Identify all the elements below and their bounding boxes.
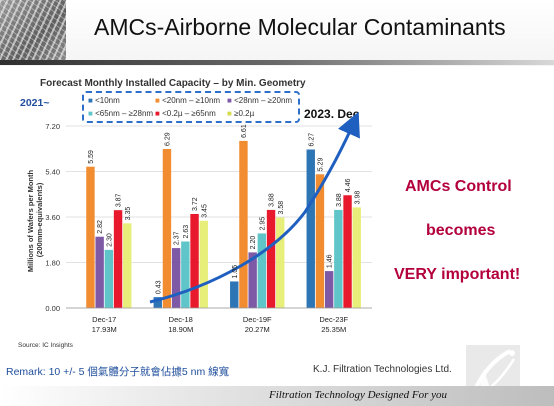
legend-highlight-box — [82, 91, 300, 123]
data-label: 1.46 — [327, 254, 334, 268]
bar — [86, 166, 95, 308]
bar — [181, 241, 190, 308]
data-label: 5.59 — [88, 150, 95, 164]
chart-title: Forecast Monthly Installed Capacity – by… — [40, 78, 306, 89]
chart-source: Source: IC Insights — [18, 342, 73, 349]
data-label: 2.63 — [183, 225, 190, 239]
y-tick-label: 1.80 — [45, 259, 60, 268]
data-label: 1.05 — [232, 265, 239, 279]
data-label: 4.46 — [345, 179, 352, 193]
bar — [257, 233, 267, 308]
x-tick-label: Dec-23F — [319, 315, 348, 324]
bar — [153, 297, 162, 308]
bar — [162, 149, 172, 308]
growth-trend-arrow — [149, 111, 360, 304]
y-tick-label: 7.20 — [45, 122, 60, 131]
data-label: 2.37 — [174, 231, 181, 245]
bar — [324, 271, 334, 308]
data-label: 6.29 — [164, 132, 171, 146]
header-photo — [0, 0, 66, 60]
data-label: 6.61 — [241, 124, 248, 138]
x-tick-total: 18.90M — [168, 325, 193, 334]
remark-note: Remark: 10 +/- 5 個氣體分子就會佔據5 nm 線寬 — [6, 366, 230, 378]
data-label: 2.20 — [250, 236, 257, 250]
side-text-line1: AMCs Control — [405, 178, 512, 195]
legend-item-28-20nm: ■ <28nm – ≥20nm — [227, 96, 293, 105]
footer-tagline: Filtration Technology Designed For you — [269, 389, 448, 401]
y-axis-label-line2: (200mm-equivalents) — [35, 182, 44, 257]
side-text-line2: becomes — [426, 222, 496, 239]
data-label: 2.82 — [97, 220, 104, 234]
callout-2021: 2021~ — [20, 97, 50, 109]
bar — [306, 149, 315, 308]
bar — [343, 195, 352, 308]
bar — [266, 209, 276, 308]
bar — [171, 248, 181, 308]
bar — [104, 249, 114, 308]
footer-bar — [0, 386, 554, 406]
data-label: 3.72 — [192, 197, 199, 211]
label-layer: 5.59 2.822.30 3.873.35 0.43 6.29 2.37 2.63 3.72… — [88, 124, 361, 294]
slide-title: AMCs-Airborne Molecular Contaminants — [94, 14, 506, 40]
data-label: 5.29 — [317, 158, 324, 172]
legend-item-20-10nm: ■ <20nm – ≥10nm — [155, 96, 221, 105]
legend-item-lt10nm: ■ <10nm — [88, 96, 120, 105]
bar — [230, 281, 239, 308]
y-tick-label: 5.40 — [45, 168, 60, 177]
slide-header: AMCs-Airborne Molecular Contaminants — [0, 0, 554, 66]
header-divider — [0, 60, 554, 65]
legend-item-02u-65nm: ■ <0.2µ – ≥65nm — [155, 109, 216, 118]
x-tick-label: Dec-17 — [92, 315, 116, 324]
data-label: 3.88 — [336, 193, 343, 207]
data-label: 0.43 — [155, 280, 162, 294]
bar — [95, 236, 104, 308]
x-tick-label: Dec-19F — [243, 315, 272, 324]
data-label: 3.58 — [278, 201, 285, 215]
bar — [190, 213, 199, 308]
x-tick-label: Dec-18 — [169, 315, 193, 324]
data-label: 3.35 — [125, 207, 132, 221]
company-name: K.J. Filtration Technologies Ltd. — [313, 364, 452, 375]
bar-layer — [86, 140, 361, 308]
data-label: 3.98 — [354, 191, 361, 205]
x-tick-total: 25.35M — [321, 325, 346, 334]
bar — [239, 140, 248, 308]
bar — [352, 207, 361, 308]
y-tick-label: 0.00 — [45, 304, 60, 313]
bar — [334, 209, 343, 308]
bar — [123, 223, 132, 308]
y-tick-label: 3.60 — [45, 213, 60, 222]
data-label: 2.30 — [106, 233, 113, 247]
legend-item-ge02u: ■ ≥0.2µ — [227, 109, 255, 118]
data-label: 3.87 — [116, 193, 123, 207]
legend-item-65-28nm: ■ <65nm – ≥28nm — [88, 109, 154, 118]
y-axis-label: Millions of Wafers per Month (200mm-equi… — [26, 168, 44, 272]
data-label: 2.95 — [259, 217, 266, 231]
bar — [276, 217, 285, 308]
bar — [248, 252, 257, 308]
bar — [315, 174, 325, 308]
bar — [113, 210, 123, 308]
x-tick-total: 20.27M — [245, 325, 270, 334]
y-axis-label-line1: Millions of Wafers per Month — [26, 170, 35, 273]
data-label: 3.88 — [269, 193, 276, 207]
bar — [199, 220, 208, 308]
data-label: 3.45 — [201, 204, 208, 218]
data-label: 6.27 — [308, 133, 315, 147]
x-tick-total: 17.93M — [92, 325, 117, 334]
side-text-line3: VERY important! — [394, 266, 521, 283]
